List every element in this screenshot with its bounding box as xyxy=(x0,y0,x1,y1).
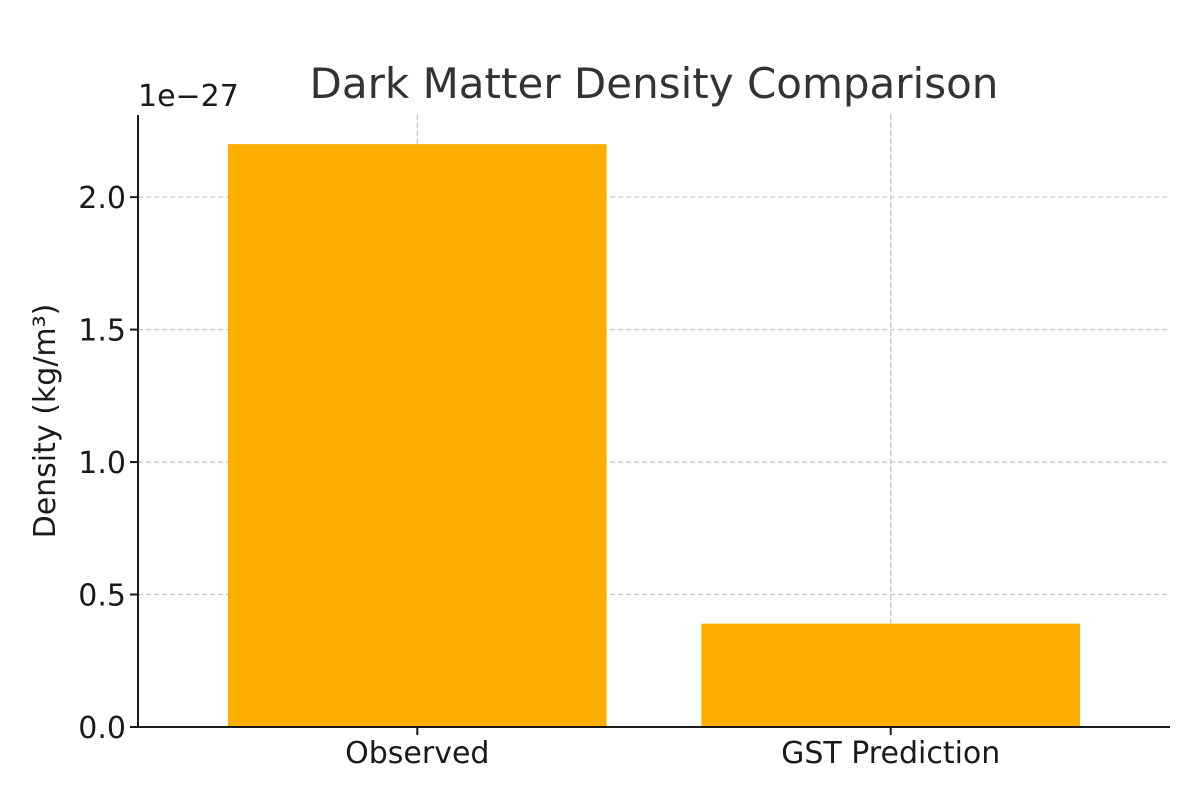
chart-title: Dark Matter Density Comparison xyxy=(310,59,999,108)
y-axis-label: Density (kg/m³) xyxy=(28,304,63,539)
y-tick-label: 0.5 xyxy=(78,579,126,614)
bars-layer xyxy=(227,144,1081,728)
y-axis-offset-label: 1e−27 xyxy=(138,79,239,114)
x-tick-label: Observed xyxy=(345,736,489,771)
bar xyxy=(701,623,1081,727)
ticks-layer: 0.0 0.5 1.0 1.5 2.0 Observed GST Prediction xyxy=(78,181,1000,771)
y-tick-label: 1.5 xyxy=(78,314,126,349)
y-tick-label: 1.0 xyxy=(78,446,126,481)
y-tick-label: 0.0 xyxy=(78,711,126,746)
y-tick-label: 2.0 xyxy=(78,181,126,216)
x-tick-label: GST Prediction xyxy=(781,736,1000,771)
axes-layer xyxy=(137,115,1170,728)
bar xyxy=(227,144,607,728)
